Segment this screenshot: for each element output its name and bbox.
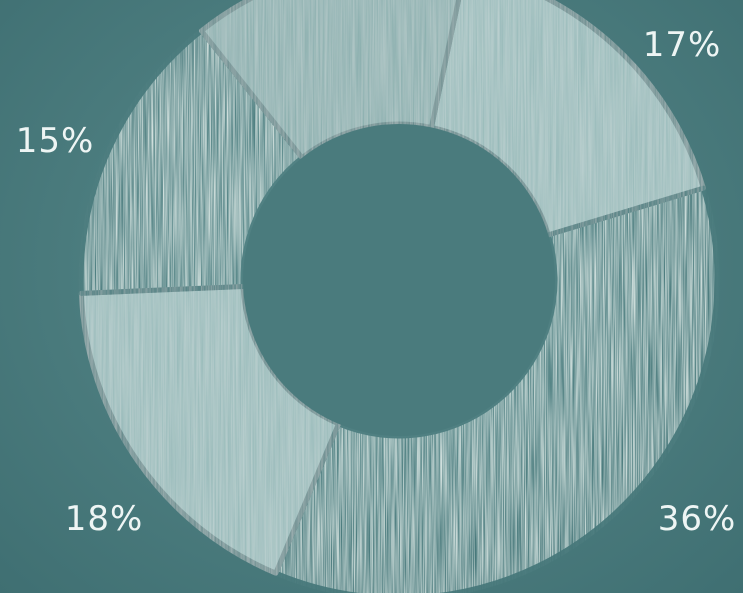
slice-labels: 17% 36% 18% 15% [16,25,737,539]
slice-label-2: 36% [658,499,737,539]
slice-label-3: 18% [65,499,144,539]
slice-label-4: 15% [16,121,95,161]
donut-hole [243,124,555,436]
donut-slice-3 [78,284,342,576]
donut-slices [78,0,720,593]
slice-label-1: 17% [643,25,722,65]
